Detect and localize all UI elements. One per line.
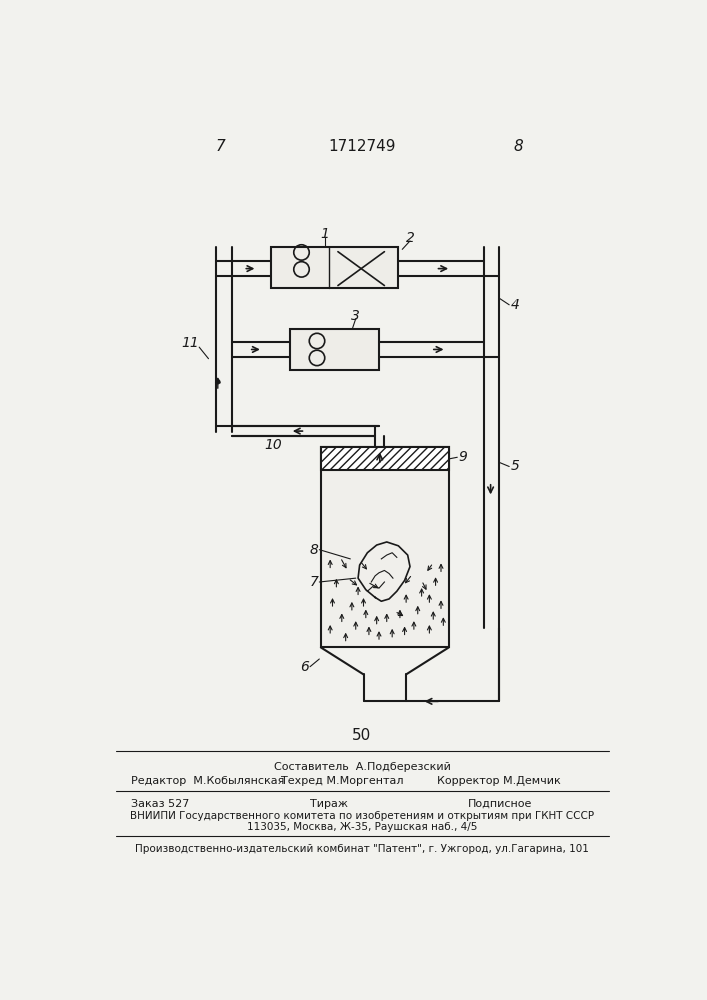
Text: 9: 9: [459, 450, 468, 464]
Text: 1712749: 1712749: [328, 139, 396, 154]
Text: Производственно-издательский комбинат "Патент", г. Ужгород, ул.Гагарина, 101: Производственно-издательский комбинат "П…: [135, 844, 589, 854]
Text: Техред М.Моргентал: Техред М.Моргентал: [281, 776, 403, 786]
Text: Редактор  М.Кобылянская: Редактор М.Кобылянская: [131, 776, 284, 786]
Circle shape: [216, 379, 220, 384]
Text: 50: 50: [352, 728, 372, 744]
Text: 4: 4: [510, 298, 520, 312]
Text: 7: 7: [215, 139, 225, 154]
Text: 1: 1: [320, 227, 329, 241]
Text: Тираж: Тираж: [310, 799, 348, 809]
Bar: [321, 447, 449, 647]
Text: 7: 7: [310, 575, 319, 589]
Text: 10: 10: [264, 438, 281, 452]
Text: Составитель  А.Подберезский: Составитель А.Подберезский: [274, 762, 450, 772]
Text: Корректор М.Демчик: Корректор М.Демчик: [437, 776, 561, 786]
Text: 6: 6: [300, 660, 309, 674]
Text: Подписное: Подписное: [468, 799, 532, 809]
Text: 8: 8: [310, 543, 319, 557]
Text: Заказ 527: Заказ 527: [131, 799, 189, 809]
Text: 113035, Москва, Ж-35, Раушская наб., 4/5: 113035, Москва, Ж-35, Раушская наб., 4/5: [247, 822, 477, 832]
Text: 2: 2: [406, 231, 414, 245]
Bar: [271, 247, 398, 288]
Text: 3: 3: [351, 309, 360, 323]
Text: 11: 11: [182, 336, 199, 350]
Text: ВНИИПИ Государственного комитета по изобретениям и открытиям при ГКНТ СССР: ВНИИПИ Государственного комитета по изоб…: [130, 811, 594, 821]
Text: 8: 8: [513, 139, 523, 154]
Bar: [321, 447, 449, 470]
Bar: [290, 329, 379, 370]
Text: 5: 5: [510, 460, 520, 474]
